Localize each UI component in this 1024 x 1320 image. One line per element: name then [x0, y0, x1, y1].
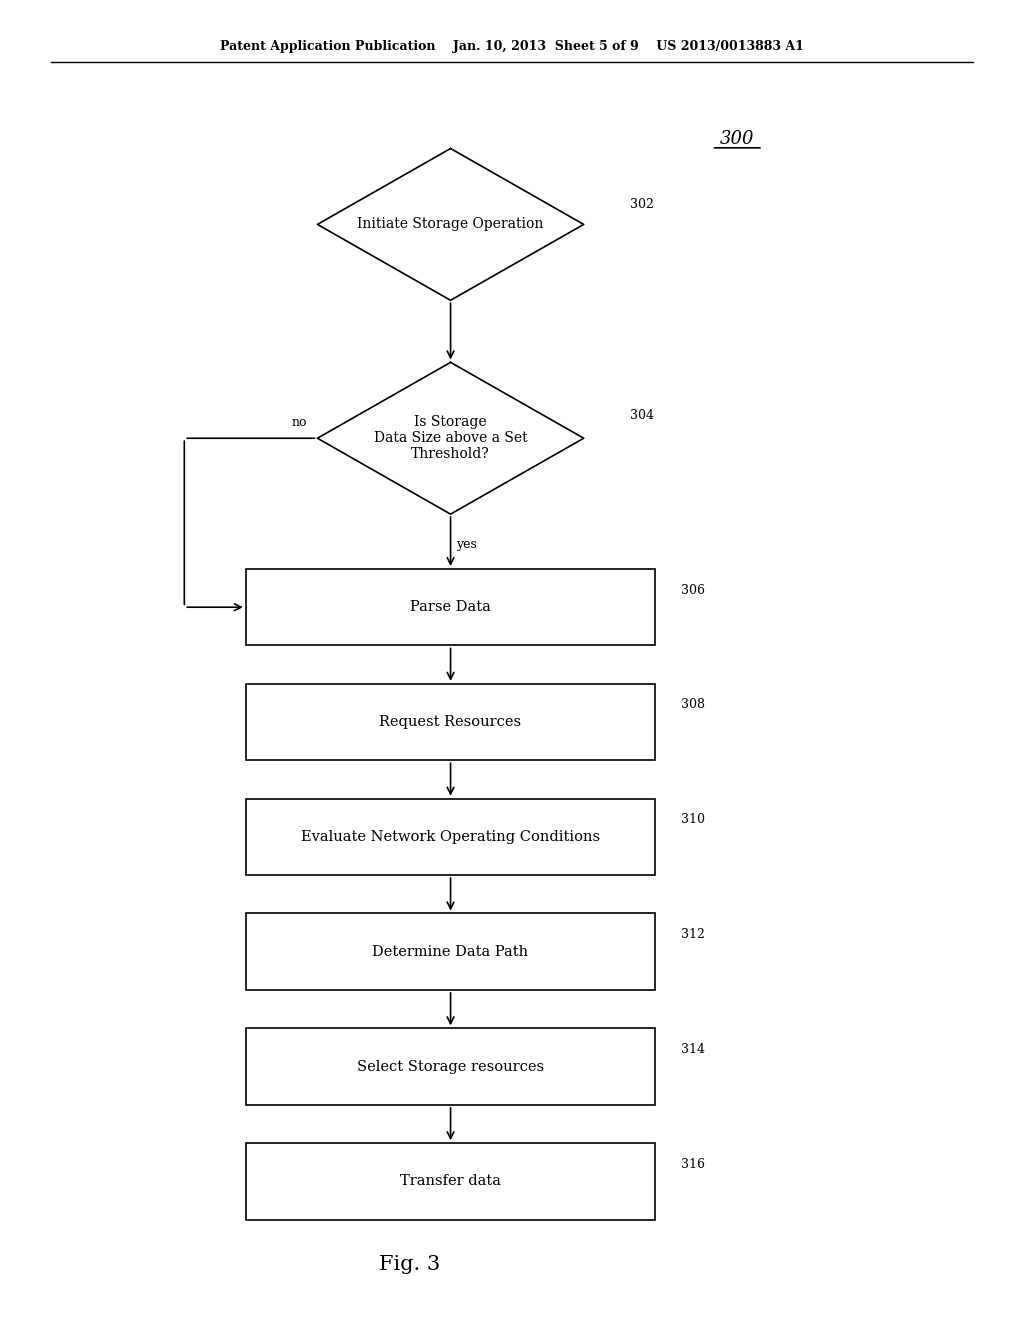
Text: Patent Application Publication    Jan. 10, 2013  Sheet 5 of 9    US 2013/0013883: Patent Application Publication Jan. 10, …: [220, 40, 804, 53]
FancyBboxPatch shape: [246, 1143, 655, 1220]
Text: 302: 302: [630, 198, 653, 211]
Text: 312: 312: [681, 928, 705, 941]
Text: Request Resources: Request Resources: [380, 715, 521, 729]
Text: Select Storage resources: Select Storage resources: [357, 1060, 544, 1073]
Text: yes: yes: [456, 539, 476, 550]
Text: 304: 304: [630, 409, 653, 422]
Text: 310: 310: [681, 813, 705, 826]
Text: 314: 314: [681, 1043, 705, 1056]
Text: Evaluate Network Operating Conditions: Evaluate Network Operating Conditions: [301, 830, 600, 843]
Text: 316: 316: [681, 1158, 705, 1171]
Text: 300: 300: [720, 129, 755, 148]
FancyBboxPatch shape: [246, 684, 655, 760]
Text: Fig. 3: Fig. 3: [379, 1255, 440, 1274]
Text: Transfer data: Transfer data: [400, 1175, 501, 1188]
FancyBboxPatch shape: [246, 913, 655, 990]
FancyBboxPatch shape: [246, 799, 655, 875]
Text: Parse Data: Parse Data: [411, 601, 490, 614]
FancyBboxPatch shape: [246, 569, 655, 645]
FancyBboxPatch shape: [246, 1028, 655, 1105]
Text: Is Storage
Data Size above a Set
Threshold?: Is Storage Data Size above a Set Thresho…: [374, 414, 527, 462]
Text: 306: 306: [681, 583, 705, 597]
Text: Initiate Storage Operation: Initiate Storage Operation: [357, 218, 544, 231]
Text: 308: 308: [681, 698, 705, 711]
Text: Determine Data Path: Determine Data Path: [373, 945, 528, 958]
Text: no: no: [292, 416, 307, 429]
